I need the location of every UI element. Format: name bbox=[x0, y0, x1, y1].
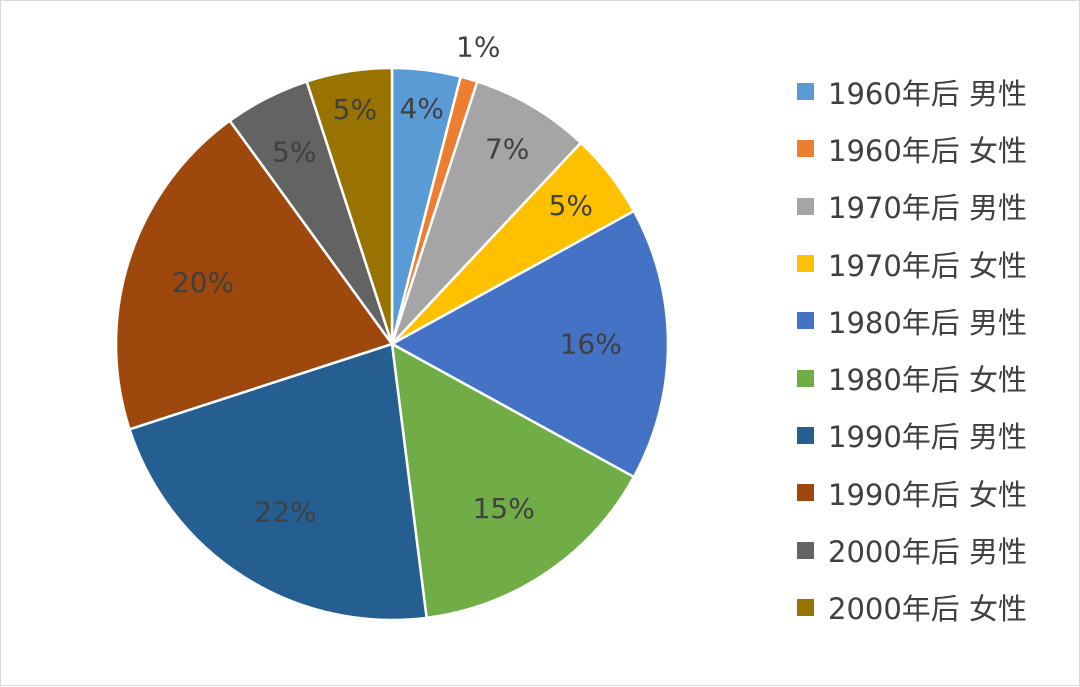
pie-slice-10 bbox=[305, 66, 394, 345]
legend-swatch bbox=[797, 83, 814, 101]
slice-data-label-9: 5% bbox=[272, 136, 316, 169]
slice-data-label-7: 22% bbox=[254, 495, 316, 528]
legend-item-6: 1980年后 女性 bbox=[797, 349, 1027, 406]
slice-data-label-3: 7% bbox=[485, 133, 529, 166]
slice-data-label-2: 1% bbox=[456, 31, 500, 64]
legend-swatch bbox=[797, 140, 814, 158]
legend-label: 1990年后 女性 bbox=[828, 477, 1028, 512]
legend-label: 2000年后 女性 bbox=[828, 592, 1028, 627]
legend-swatch bbox=[797, 598, 814, 616]
slice-data-label-10: 5% bbox=[333, 93, 377, 126]
pie-slice-5 bbox=[389, 209, 670, 479]
pie-slice-3 bbox=[390, 79, 583, 345]
slice-data-label-1: 4% bbox=[400, 92, 444, 125]
legend-swatch bbox=[797, 369, 814, 387]
legend-label: 1990年后 男性 bbox=[828, 420, 1028, 455]
pie-slice-6 bbox=[390, 341, 636, 620]
pie-slice-8 bbox=[114, 118, 395, 431]
slice-data-label-4: 5% bbox=[549, 189, 593, 222]
legend-item-8: 1990年后 女性 bbox=[797, 464, 1027, 521]
legend-swatch bbox=[797, 484, 814, 502]
legend-label: 1960年后 男性 bbox=[828, 76, 1028, 111]
legend: 1960年后 男性 1960年后 女性 1970年后 男性 1970年后 女性 1980… bbox=[797, 63, 1027, 636]
legend-item-7: 1990年后 男性 bbox=[797, 407, 1027, 464]
legend-label: 1960年后 女性 bbox=[828, 133, 1028, 168]
legend-item-9: 2000年后 男性 bbox=[797, 521, 1027, 578]
legend-item-3: 1970年后 男性 bbox=[797, 178, 1027, 235]
legend-swatch bbox=[797, 197, 814, 215]
legend-swatch bbox=[797, 426, 814, 444]
legend-item-4: 1970年后 女性 bbox=[797, 235, 1027, 292]
legend-item-1: 1960年后 男性 bbox=[797, 63, 1027, 120]
legend-item-5: 1980年后 男性 bbox=[797, 292, 1027, 349]
slice-data-label-5: 16% bbox=[560, 328, 622, 361]
legend-label: 2000年后 男性 bbox=[828, 535, 1028, 570]
pie-slice-7 bbox=[127, 342, 428, 622]
legend-swatch bbox=[797, 541, 814, 559]
legend-label: 1980年后 女性 bbox=[828, 363, 1028, 398]
legend-label: 1980年后 男性 bbox=[828, 305, 1028, 340]
legend-item-2: 1960年后 女性 bbox=[797, 120, 1027, 177]
legend-item-10: 2000年后 女性 bbox=[797, 579, 1027, 636]
slice-data-label-8: 20% bbox=[172, 266, 234, 299]
legend-swatch bbox=[797, 255, 814, 273]
legend-label: 1970年后 女性 bbox=[828, 248, 1028, 283]
legend-label: 1970年后 男性 bbox=[828, 191, 1028, 226]
legend-swatch bbox=[797, 312, 814, 330]
slice-data-label-6: 15% bbox=[473, 492, 535, 525]
